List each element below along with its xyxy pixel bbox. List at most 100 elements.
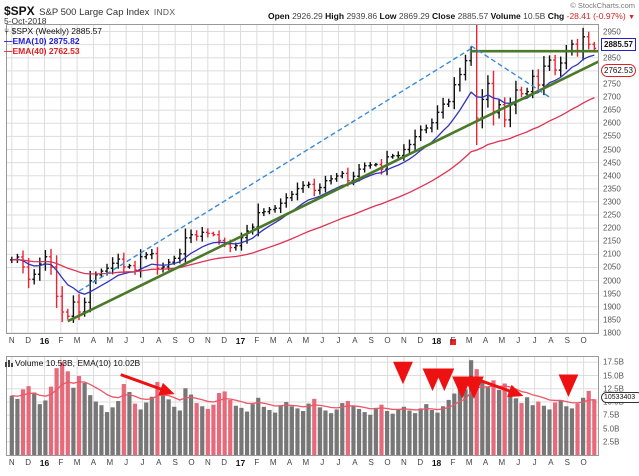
change-value: -28.41 (-0.97%) xyxy=(566,11,626,21)
price-legend-symbol: ⑂ $SPX (Weekly) 2885.57 xyxy=(4,26,103,36)
x-axis-month-label: A xyxy=(482,336,489,345)
x-axis-month-label: N xyxy=(400,458,407,467)
x-axis-month-label: F xyxy=(58,458,64,467)
price-plot-area xyxy=(7,25,598,333)
price-chart-panel[interactable] xyxy=(6,24,599,334)
x-axis-month-label: O xyxy=(580,458,587,467)
price-y-tick: 2850 xyxy=(603,53,621,63)
volume-bars-icon xyxy=(5,359,13,369)
x-axis-month-label: D xyxy=(417,458,424,467)
x-axis-month-label: D xyxy=(25,458,32,467)
volume-plot-area xyxy=(7,357,598,455)
volume-value-callout: 10533403 xyxy=(601,392,639,403)
x-axis-month-label: A xyxy=(90,336,97,345)
price-y-tick: 2400 xyxy=(603,171,621,181)
x-axis-month-label: M xyxy=(73,336,81,345)
x-axis-month-label: O xyxy=(580,336,587,345)
low-value: 2869.29 xyxy=(398,11,430,21)
price-y-tick: 2300 xyxy=(603,197,621,207)
x-axis-month-label: S xyxy=(564,336,570,345)
x-axis-month-label: M xyxy=(269,336,277,345)
x-axis-month-label: F xyxy=(254,458,260,467)
x-axis-month-label: O xyxy=(384,458,391,467)
volume-y-tick: 7.5B xyxy=(603,410,620,420)
x-axis-month-label: A xyxy=(352,458,358,467)
volume-y-tick: 17.5B xyxy=(603,357,624,367)
x-axis-month-label: 17 xyxy=(235,458,246,468)
x-axis-month-label: J xyxy=(532,336,537,345)
x-axis-month-label: S xyxy=(368,336,374,345)
x-axis-month-label: N xyxy=(8,336,15,345)
ohlc-quote-bar: Open 2926.29 High 2939.86 Low 2869.29 Cl… xyxy=(268,11,635,21)
price-y-axis: 2950290028502800275027002650260025502500… xyxy=(601,24,639,337)
price-y-tick: 2350 xyxy=(603,184,621,194)
price-legend: ⑂ $SPX (Weekly) 2885.57 —EMA(10) 2875.82… xyxy=(4,26,102,56)
ema40-price-callout: 2762.53 xyxy=(601,64,636,77)
symbol-exchange-tag: INDX xyxy=(153,7,176,17)
x-axis-month-label: O xyxy=(384,336,391,345)
open-value: 2926.29 xyxy=(292,11,323,21)
symbol-description: S&P 500 Large Cap Index xyxy=(39,7,150,18)
x-axis-month-label: M xyxy=(73,458,81,467)
volume-chart-panel[interactable] xyxy=(6,356,599,456)
price-y-tick: 2050 xyxy=(603,262,621,272)
close-label: Close xyxy=(432,11,456,21)
volume-x-axis: N D 16 F M A M J J A S O N D 17 F M A M J J A S O N D 18 F M A M J J A S O xyxy=(6,456,599,472)
x-axis-month-label: M xyxy=(302,458,310,467)
x-axis-month-label: 17 xyxy=(235,336,246,346)
x-axis-month-label: J xyxy=(140,458,145,467)
x-axis-month-label: D xyxy=(221,458,228,467)
close-value: 2885.57 xyxy=(457,11,489,21)
quote-date: 5-Oct-2018 xyxy=(4,16,47,26)
low-label: Low xyxy=(379,11,397,21)
x-axis-month-label: N xyxy=(400,336,407,345)
price-legend-ema40: —EMA(40) 2762.53 xyxy=(4,46,80,56)
price-legend-ema10: —EMA(10) 2875.82 xyxy=(4,36,80,46)
x-axis-month-label: J xyxy=(320,458,325,467)
open-label: Open xyxy=(267,11,290,21)
x-axis-month-label: J xyxy=(124,458,129,467)
volume-y-tick: 15.0B xyxy=(603,371,624,381)
x-axis-month-label: F xyxy=(450,336,456,345)
volume-y-tick: 2.5B xyxy=(603,437,620,447)
x-axis-month-label: J xyxy=(320,336,325,345)
x-axis-month-label: 16 xyxy=(39,336,50,346)
x-axis-month-label: A xyxy=(156,336,162,345)
x-axis-month-label: M xyxy=(106,336,114,345)
x-axis-month-label: A xyxy=(548,336,554,345)
x-axis-month-label: F xyxy=(58,336,64,345)
current-period-marker xyxy=(449,339,456,345)
volume-label: Volume xyxy=(490,11,521,21)
x-axis-month-label: 18 xyxy=(431,336,442,346)
x-axis-month-label: F xyxy=(254,336,260,345)
price-y-tick: 1850 xyxy=(603,315,621,325)
x-axis-month-label: D xyxy=(417,336,424,345)
x-axis-month-label: N xyxy=(204,336,211,345)
price-y-tick: 2600 xyxy=(603,118,621,128)
x-axis-month-label: M xyxy=(269,458,277,467)
x-axis-month-label: A xyxy=(156,458,162,467)
volume-legend: Volume 10.53B, EMA(10) 10.02B xyxy=(5,358,140,369)
x-axis-month-label: M xyxy=(465,458,473,467)
x-axis-month-label: J xyxy=(140,336,145,345)
volume-value: 10.5B xyxy=(523,11,546,21)
price-y-tick: 2200 xyxy=(603,223,621,233)
x-axis-month-label: A xyxy=(286,336,293,345)
price-y-tick: 1800 xyxy=(603,328,621,338)
x-axis-month-label: J xyxy=(516,458,521,467)
x-axis-month-label: M xyxy=(302,336,310,345)
volume-y-tick: 5.0B xyxy=(603,424,620,433)
price-y-tick: 2700 xyxy=(603,92,621,102)
price-y-tick: 2750 xyxy=(603,79,621,89)
volume-y-tick: 12.5B xyxy=(603,384,624,394)
x-axis-month-label: M xyxy=(106,458,114,467)
symbol-ticker: $SPX xyxy=(4,4,35,18)
stockcharts-credit: © StockCharts.com xyxy=(570,1,635,10)
close-price-callout: 2885.57 xyxy=(601,38,636,51)
x-axis-month-label: S xyxy=(368,458,374,467)
x-axis-month-label: N xyxy=(8,458,15,467)
x-axis-month-label: O xyxy=(188,458,195,467)
price-x-axis: N D 16 F M A M J J A S O N D 17 F M A M J J A S O N D 18 F M A M J J A S O xyxy=(6,334,599,350)
x-axis-month-label: N xyxy=(204,458,211,467)
high-label: High xyxy=(325,11,345,21)
